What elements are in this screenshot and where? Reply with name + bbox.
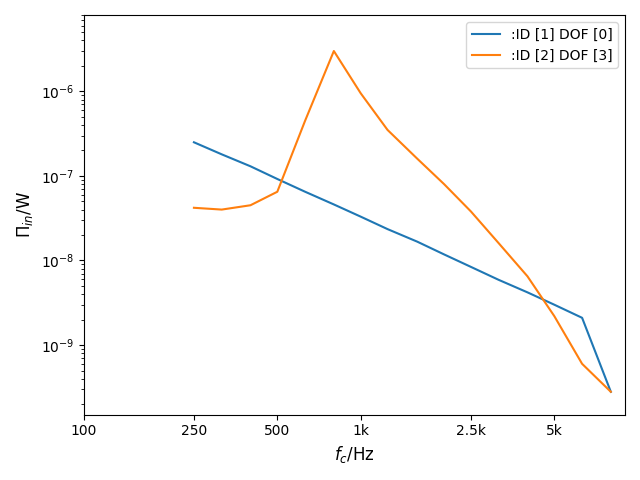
:ID [1] DOF [0] <box>190 139 198 145</box>
Y-axis label: $\Pi_{in}$/W: $\Pi_{in}$/W <box>15 191 35 239</box>
:ID [2] DOF [3] <box>440 181 448 187</box>
:ID [1] DOF [0] <box>357 214 365 219</box>
:ID [1] DOF [0] <box>467 264 475 270</box>
:ID [2] DOF [3] <box>524 274 531 279</box>
:ID [1] DOF [0] <box>384 226 392 232</box>
:ID [2] DOF [3] <box>273 189 281 194</box>
:ID [1] DOF [0] <box>607 389 614 395</box>
:ID [1] DOF [0] <box>246 163 254 169</box>
:ID [1] DOF [0] <box>413 239 421 244</box>
:ID [2] DOF [3] <box>413 156 421 162</box>
:ID [2] DOF [3] <box>579 361 586 367</box>
:ID [2] DOF [3] <box>550 313 558 319</box>
:ID [2] DOF [3] <box>246 203 254 208</box>
:ID [2] DOF [3] <box>467 209 475 215</box>
:ID [1] DOF [0] <box>273 176 281 182</box>
:ID [1] DOF [0] <box>524 289 531 295</box>
:ID [1] DOF [0] <box>301 189 309 194</box>
:ID [2] DOF [3] <box>495 240 502 246</box>
:ID [2] DOF [3] <box>190 205 198 211</box>
:ID [1] DOF [0] <box>495 277 502 283</box>
:ID [1] DOF [0] <box>579 315 586 321</box>
X-axis label: $f_c$/Hz: $f_c$/Hz <box>334 444 374 465</box>
Legend: :ID [1] DOF [0], :ID [2] DOF [3]: :ID [1] DOF [0], :ID [2] DOF [3] <box>467 22 618 68</box>
:ID [2] DOF [3] <box>384 127 392 133</box>
Line: :ID [2] DOF [3]: :ID [2] DOF [3] <box>194 51 611 392</box>
:ID [1] DOF [0] <box>330 202 338 207</box>
:ID [2] DOF [3] <box>357 90 365 96</box>
:ID [2] DOF [3] <box>218 207 225 213</box>
:ID [1] DOF [0] <box>218 152 225 157</box>
:ID [1] DOF [0] <box>440 252 448 257</box>
:ID [1] DOF [0] <box>550 302 558 308</box>
:ID [2] DOF [3] <box>607 389 614 395</box>
Line: :ID [1] DOF [0]: :ID [1] DOF [0] <box>194 142 611 392</box>
:ID [2] DOF [3] <box>301 118 309 123</box>
:ID [2] DOF [3] <box>330 48 338 54</box>
